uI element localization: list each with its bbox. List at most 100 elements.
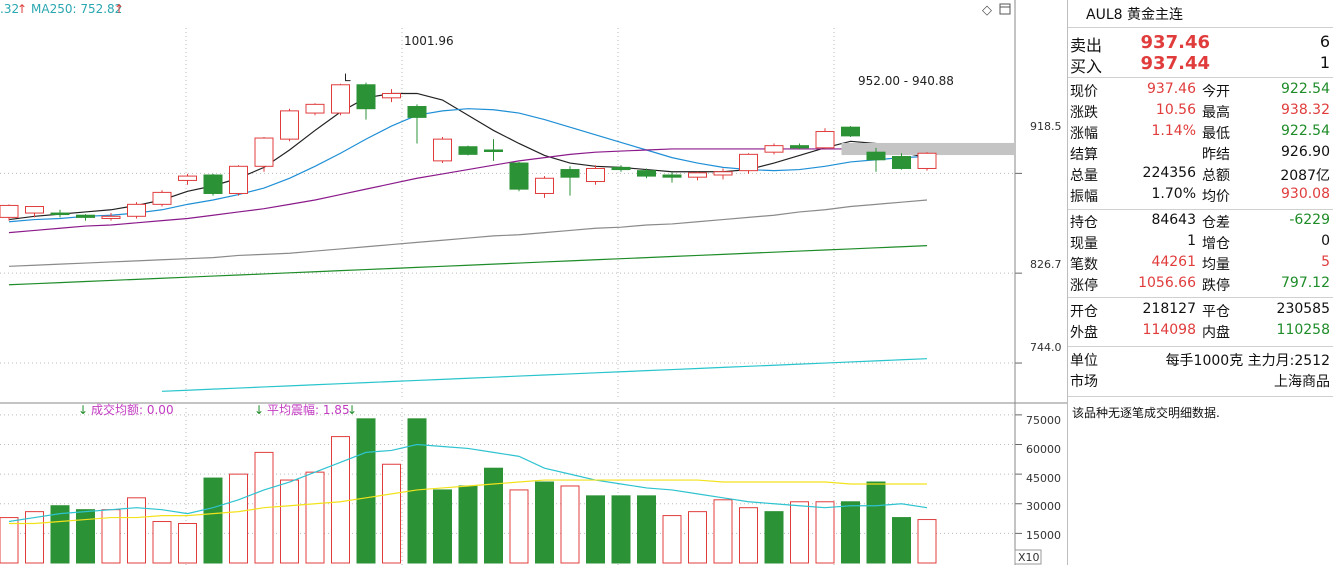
high-marker-icon	[345, 73, 351, 82]
candle-body[interactable]	[535, 177, 554, 194]
quote-value: 1.70%	[1151, 186, 1196, 202]
volume-bar[interactable]	[841, 501, 860, 564]
volume-bar[interactable]	[611, 495, 631, 564]
candle-body[interactable]	[356, 84, 376, 110]
volume-bar[interactable]	[637, 495, 656, 564]
candle-body[interactable]	[127, 203, 146, 217]
volume-bar[interactable]	[739, 507, 758, 564]
volume-bar[interactable]	[178, 523, 197, 564]
candle-body[interactable]	[25, 206, 44, 214]
volume-bar[interactable]	[688, 511, 707, 564]
candle-body[interactable]	[662, 174, 682, 178]
volume-bar[interactable]	[662, 515, 682, 564]
candle-body[interactable]	[892, 156, 911, 169]
candle-body[interactable]	[764, 145, 784, 153]
quote-value: 926.90	[1281, 144, 1330, 160]
kline-chart[interactable]: .32 ↑ MA250: 752.82 ↑ ◇ 1001.96 952.00 -…	[0, 0, 1067, 565]
candle-body[interactable]	[280, 110, 299, 140]
volume-bar[interactable]	[892, 517, 911, 564]
candle-body[interactable]	[76, 214, 95, 218]
ma250-label: MA250: 752.82	[31, 2, 122, 16]
ask-price[interactable]: 937.46	[1140, 32, 1210, 53]
candle-body[interactable]	[458, 146, 478, 155]
candle-body[interactable]	[0, 204, 19, 218]
bid-price[interactable]: 937.44	[1140, 53, 1210, 74]
candle-body[interactable]	[739, 153, 758, 172]
quote-label: 最低	[1202, 126, 1230, 142]
candle-body[interactable]	[433, 138, 452, 162]
quote-label: 涨跌	[1070, 105, 1098, 121]
candle-body[interactable]	[790, 145, 809, 149]
candle-body[interactable]	[866, 151, 886, 161]
candle-body[interactable]	[407, 106, 427, 118]
candle-body[interactable]	[917, 152, 937, 169]
volume-bar[interactable]	[815, 501, 835, 564]
ma-line-ma10	[8, 108, 928, 223]
quote-row: 结算 昨结 926.90	[1068, 144, 1333, 165]
candle-body[interactable]	[637, 170, 656, 177]
quote-label: 结算	[1070, 147, 1098, 163]
volume-bar[interactable]	[535, 481, 554, 564]
quote-value: 937.46	[1147, 81, 1196, 97]
volume-bars[interactable]	[0, 418, 937, 564]
vol-multiplier: X10	[1018, 551, 1040, 564]
candle-body[interactable]	[509, 162, 529, 190]
volume-bar[interactable]	[203, 477, 223, 564]
volume-bar[interactable]	[25, 511, 44, 564]
candle-body[interactable]	[841, 126, 860, 137]
candle-body[interactable]	[586, 167, 605, 183]
candle-body[interactable]	[713, 171, 733, 176]
candle-body[interactable]	[178, 175, 197, 181]
volume-bar[interactable]	[433, 489, 452, 564]
volume-bar[interactable]	[305, 471, 325, 564]
ma250-arrow-icon: ↑	[114, 2, 124, 16]
candle-body[interactable]	[560, 169, 580, 178]
volume-bar[interactable]	[713, 499, 733, 564]
divider	[1068, 209, 1333, 210]
quote-value: 1	[1187, 233, 1196, 249]
volume-bar[interactable]	[509, 489, 529, 564]
volume-bar[interactable]	[484, 467, 503, 564]
volume-bar[interactable]	[127, 497, 146, 564]
candle-body[interactable]	[254, 137, 274, 167]
price-tick-918: 918.5	[1030, 120, 1062, 133]
candle-body[interactable]	[203, 174, 223, 194]
quote-row: 开仓 218127 平仓 230585	[1068, 301, 1333, 322]
volume-bar[interactable]	[586, 495, 605, 564]
volume-bar[interactable]	[76, 509, 95, 564]
candles[interactable]	[0, 73, 937, 221]
volume-bar[interactable]	[280, 479, 299, 564]
quote-label: 总额	[1202, 168, 1230, 184]
candle-body[interactable]	[305, 103, 325, 114]
quote-label: 总量	[1070, 168, 1098, 184]
volume-bar[interactable]	[790, 501, 809, 564]
volume-bar[interactable]	[229, 473, 248, 564]
window-toggle-icon[interactable]	[999, 3, 1011, 15]
volume-bar[interactable]	[152, 521, 172, 564]
volume-bar[interactable]	[764, 511, 784, 564]
candle-body[interactable]	[229, 165, 248, 194]
ma-line-ma5	[8, 92, 928, 221]
volume-bar[interactable]	[382, 463, 401, 564]
volume-bar[interactable]	[50, 505, 70, 564]
candle-body[interactable]	[152, 191, 172, 205]
volume-bar[interactable]	[0, 517, 19, 564]
price-tick-744: 744.0	[1030, 341, 1062, 354]
candle-body[interactable]	[101, 215, 121, 219]
candle-body[interactable]	[50, 212, 70, 216]
quote-label: 现量	[1070, 236, 1098, 252]
quote-label: 昨结	[1202, 147, 1230, 163]
candle-body[interactable]	[484, 149, 503, 152]
volume-bar[interactable]	[866, 481, 886, 564]
volume-bar[interactable]	[560, 485, 580, 564]
volume-bar[interactable]	[917, 519, 937, 564]
candle-body[interactable]	[382, 92, 401, 99]
candle-body[interactable]	[815, 131, 835, 149]
volume-bar[interactable]	[331, 436, 350, 564]
candle-body[interactable]	[611, 166, 631, 171]
diamond-icon[interactable]: ◇	[982, 3, 992, 18]
volume-bar[interactable]	[458, 485, 478, 564]
candle-body[interactable]	[331, 84, 350, 114]
volume-bar[interactable]	[356, 418, 376, 564]
candle-body[interactable]	[688, 172, 707, 178]
